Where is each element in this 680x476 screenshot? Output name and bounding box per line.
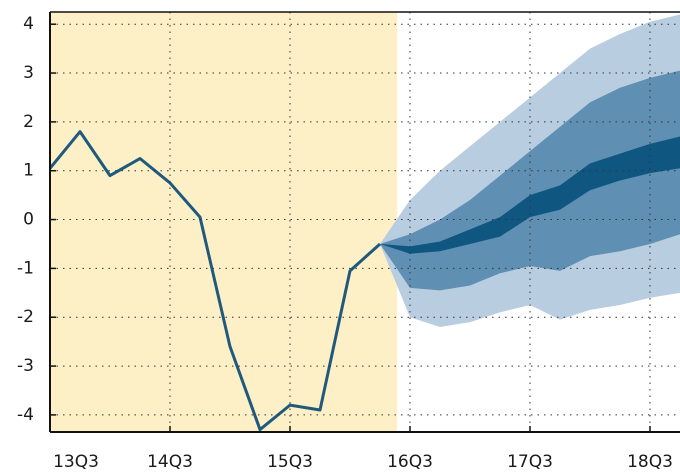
y-tick-label: 3 <box>23 63 34 83</box>
y-tick-label: -3 <box>17 356 34 376</box>
x-tick-label: 16Q3 <box>387 452 433 472</box>
x-tick-label: 18Q3 <box>627 452 673 472</box>
x-tick-label: 14Q3 <box>147 452 193 472</box>
y-tick-label: 1 <box>23 161 34 181</box>
y-tick-label: 0 <box>23 210 34 230</box>
y-tick-label: -2 <box>17 307 34 327</box>
y-tick-label: 2 <box>23 112 34 132</box>
y-tick-label: -4 <box>17 405 34 425</box>
x-tick-label: 13Q3 <box>53 452 99 472</box>
y-tick-label: 4 <box>23 14 34 34</box>
fan-band <box>380 136 680 254</box>
x-tick-label: 17Q3 <box>507 452 553 472</box>
x-tick-label: 15Q3 <box>267 452 313 472</box>
forecast-shade <box>50 12 398 432</box>
y-tick-label: -1 <box>17 258 34 278</box>
history-line <box>48 130 382 432</box>
